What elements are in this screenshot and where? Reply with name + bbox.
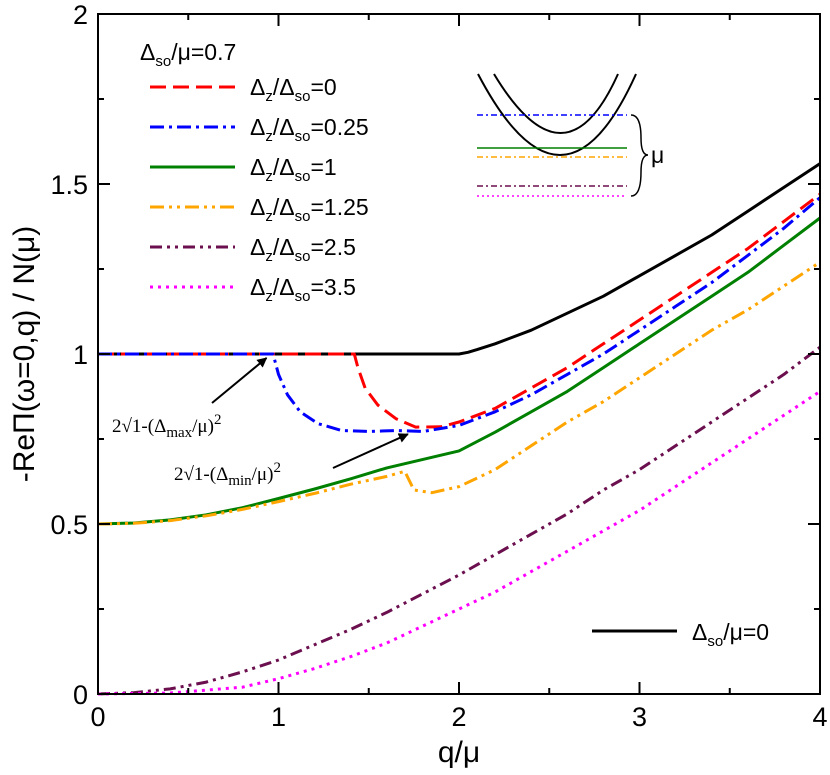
series-line-1 — [98, 193, 821, 429]
legend-header: Δso/μ=0.7 — [140, 39, 236, 70]
x-tick-label: 3 — [632, 702, 647, 732]
y-tick-label: 0 — [73, 680, 88, 710]
inset-band-diagram: μ — [477, 73, 664, 197]
inset-band-upper — [493, 73, 619, 134]
legend-label-1: Δz/Δso=0 — [250, 74, 337, 105]
series-line-4 — [97, 260, 821, 526]
x-tick-label: 2 — [451, 702, 466, 732]
legend-label-6: Δz/Δso=3.5 — [250, 274, 356, 305]
x-axis-label: q/μ — [438, 736, 480, 769]
series-line-3 — [97, 216, 821, 526]
annotation-arrow-max — [211, 357, 268, 404]
ticks-layer: 0 1 2 3 4 0 0.5 1 1.5 2 — [50, 0, 827, 732]
legend-label-2: Δz/Δso=0.25 — [250, 114, 369, 145]
y-tick-label: 1.5 — [50, 170, 88, 200]
series-line-0 — [98, 162, 821, 356]
x-tick-label: 4 — [812, 702, 827, 732]
series-line-2 — [98, 196, 821, 433]
legend-label-3: Δz/Δso=1 — [250, 154, 337, 185]
legend-label-0: Δso/μ=0 — [692, 619, 769, 650]
inset-brace — [630, 114, 649, 197]
series-line-5 — [97, 346, 821, 696]
y-axis-label: -ReΠ(ω=0,q) / N(μ) — [8, 226, 41, 483]
x-tick-label: 1 — [271, 702, 286, 732]
legend-label-5: Δz/Δso=2.5 — [250, 234, 356, 265]
annotation-arrow-min — [332, 433, 409, 469]
inset-band-lower — [477, 73, 637, 156]
x-tick-label: 0 — [90, 702, 105, 732]
y-tick-label: 0.5 — [50, 510, 88, 540]
annotation-label-max: 2√1-(Δmax/μ)2 — [112, 412, 221, 441]
annotation-label-min: 2√1-(Δmin/μ)2 — [174, 460, 281, 489]
legend-label-4: Δz/Δso=1.25 — [250, 194, 369, 225]
inset-mu-label: μ — [651, 142, 664, 168]
legend: Δso/μ=0.7 Δz/Δso=0 Δz/Δso=0.25 Δz/Δso=1 Δz/Δ… — [140, 39, 769, 650]
series-layer — [97, 162, 821, 696]
y-tick-label: 2 — [73, 0, 88, 30]
y-tick-label: 1 — [73, 340, 88, 370]
annotations: 2√1-(Δmax/μ)2 2√1-(Δmin/μ)2 — [112, 357, 409, 489]
